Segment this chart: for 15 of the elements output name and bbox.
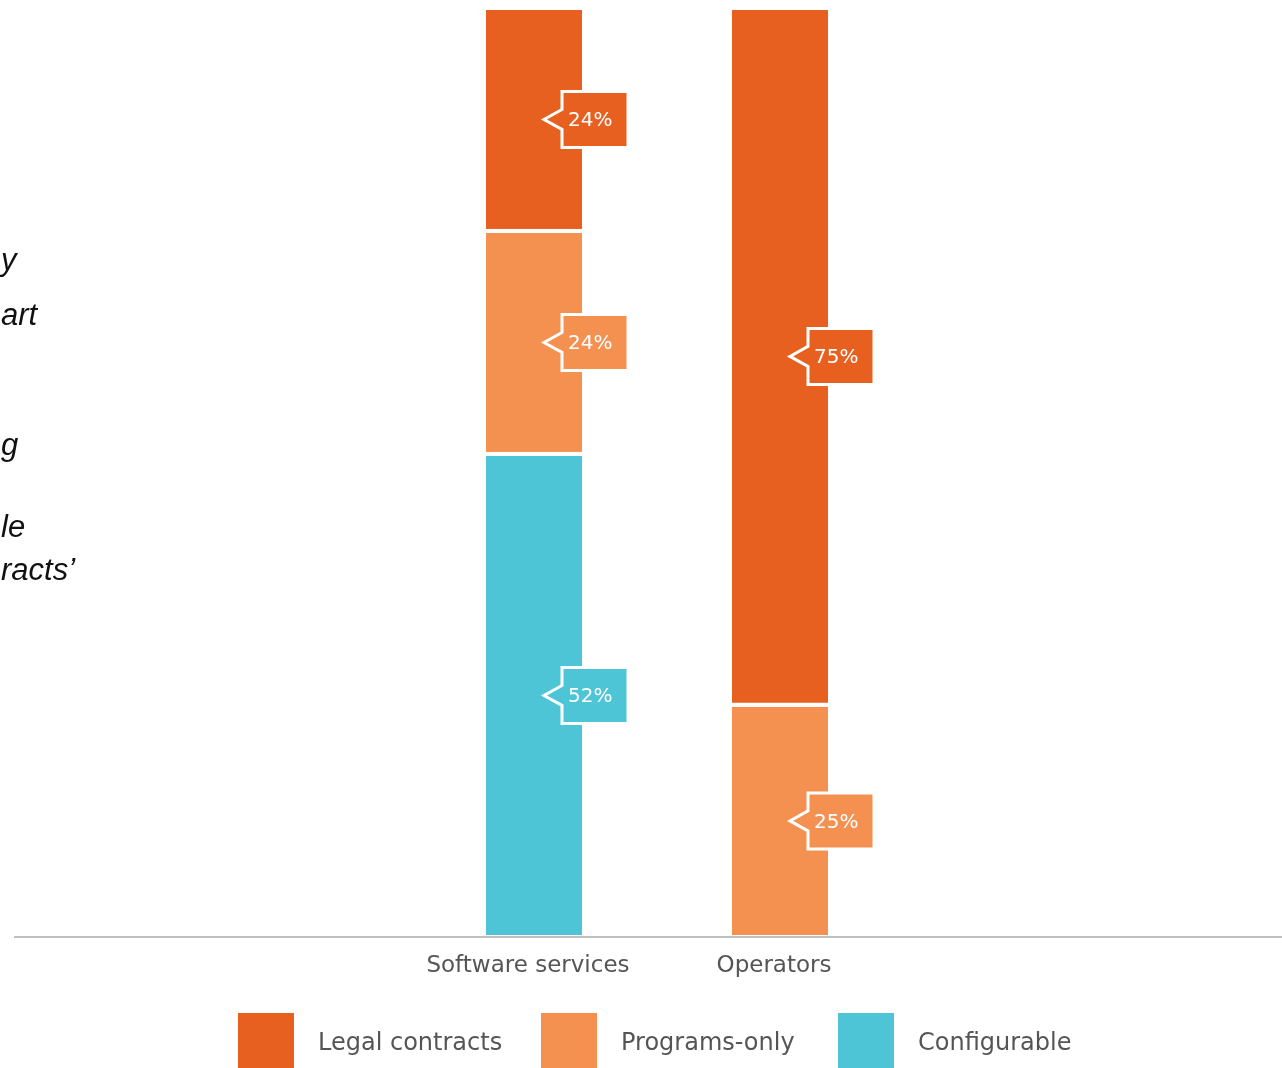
x-tick-label: Operators	[716, 951, 832, 977]
legend-label: Configurable	[918, 1028, 1072, 1056]
legend-label: Programs-only	[621, 1028, 795, 1056]
data-label: 24%	[568, 330, 613, 355]
legend-label: Legal contracts	[318, 1028, 503, 1056]
text: y	[0, 242, 19, 277]
data-label: 52%	[568, 683, 613, 708]
text: art	[1, 297, 39, 332]
x-tick-label: Software services	[426, 951, 630, 977]
data-label: 75%	[814, 344, 859, 369]
text: le	[1, 509, 26, 544]
data-label: 24%	[568, 107, 613, 132]
text: g	[1, 427, 19, 462]
text: racts’	[1, 552, 77, 587]
data-label: 25%	[814, 808, 859, 833]
